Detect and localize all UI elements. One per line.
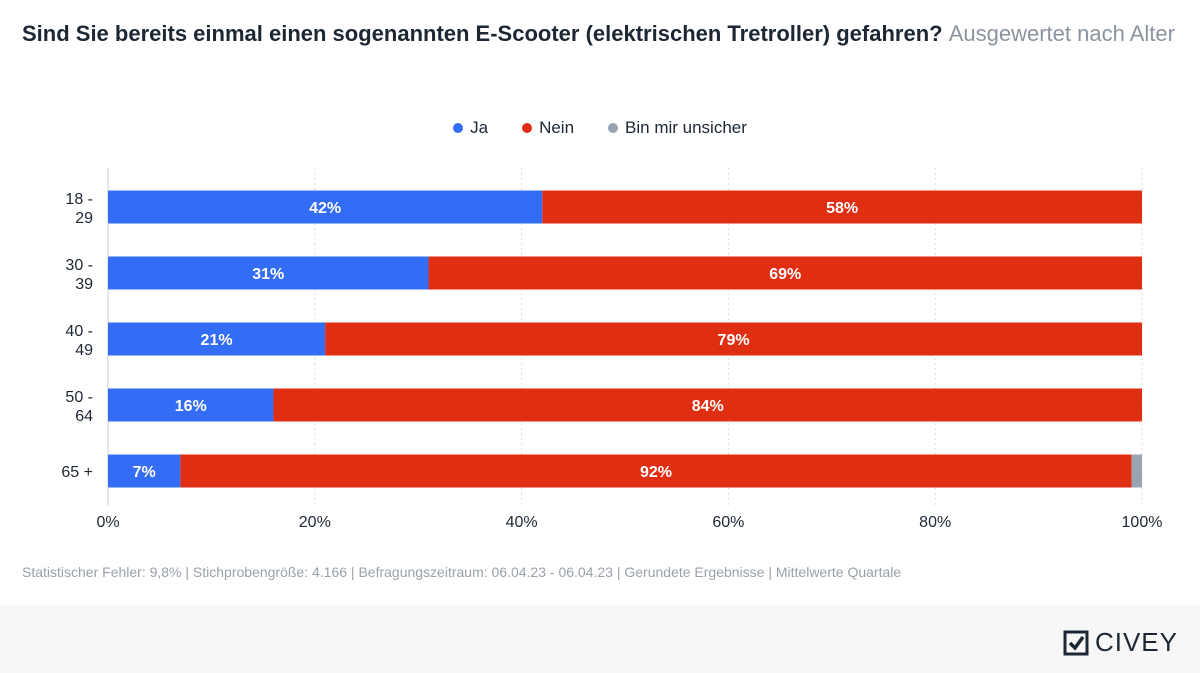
civey-logo-text: CIVEY xyxy=(1094,627,1178,657)
y-category-label: 65 + xyxy=(61,464,93,481)
x-tick-label: 20% xyxy=(299,514,331,531)
footer: CIVEY xyxy=(0,605,1200,673)
y-category-label: 50 -64 xyxy=(65,389,93,425)
bar-ja xyxy=(108,322,326,356)
bar-bin-mir-unsicher xyxy=(1131,454,1142,488)
x-tick-label: 0% xyxy=(96,514,119,531)
bar-ja xyxy=(108,256,429,290)
y-category-label: 18 -29 xyxy=(65,191,93,227)
bar-ja xyxy=(108,190,543,224)
legend-dot-ja xyxy=(453,123,464,133)
y-category-label: 40 -49 xyxy=(65,323,93,359)
legend-dot-nein xyxy=(522,123,533,133)
bar-value-label: 21% xyxy=(201,332,233,349)
legend-item-unsicher[interactable]: Bin mir unsicher xyxy=(608,118,747,138)
bar-value-label: 92% xyxy=(640,464,672,481)
legend-label-ja: Ja xyxy=(470,118,489,137)
bar-nein xyxy=(180,454,1132,488)
chart-title: Sind Sie bereits einmal einen sogenannte… xyxy=(22,17,1182,50)
civey-logo-icon xyxy=(1063,630,1089,655)
legend-label-unsicher: Bin mir unsicher xyxy=(625,118,747,137)
civey-logo[interactable]: CIVEY xyxy=(1063,627,1178,658)
chart-title-main: Sind Sie bereits einmal einen sogenannte… xyxy=(22,21,943,46)
bar-value-label: 84% xyxy=(692,398,724,415)
legend-dot-unsicher xyxy=(608,123,619,133)
bar-value-label: 16% xyxy=(175,398,207,415)
bar-value-label: 79% xyxy=(718,332,750,349)
bar-value-label: 31% xyxy=(252,266,284,283)
legend: Ja Nein Bin mir unsicher xyxy=(0,118,1200,138)
bar-value-label: 69% xyxy=(769,266,801,283)
x-tick-label: 40% xyxy=(506,514,538,531)
bar-nein xyxy=(325,322,1142,356)
bar-value-label: 42% xyxy=(309,200,341,217)
legend-label-nein: Nein xyxy=(539,118,575,137)
bar-nein xyxy=(273,388,1142,422)
bar-value-label: 58% xyxy=(826,200,858,217)
legend-item-nein[interactable]: Nein xyxy=(522,118,574,138)
x-tick-label: 60% xyxy=(712,514,744,531)
bar-value-label: 7% xyxy=(133,464,156,481)
y-category-label: 30 -39 xyxy=(65,257,93,293)
x-tick-label: 100% xyxy=(1122,514,1163,531)
bar-nein xyxy=(428,256,1142,290)
chart-title-sub: Ausgewertet nach Alter xyxy=(948,21,1175,46)
legend-item-ja[interactable]: Ja xyxy=(453,118,488,138)
bar-ja xyxy=(108,454,181,488)
bar-nein xyxy=(542,190,1142,224)
x-tick-label: 80% xyxy=(919,514,951,531)
footnote: Statistischer Fehler: 9,8% | Stichproben… xyxy=(22,564,902,580)
bar-ja xyxy=(108,388,274,422)
bar-chart: 0% 20% 40% 60% 80% 100% 18 -29 42% 58% 30 -39 31% 6… xyxy=(61,168,1163,531)
